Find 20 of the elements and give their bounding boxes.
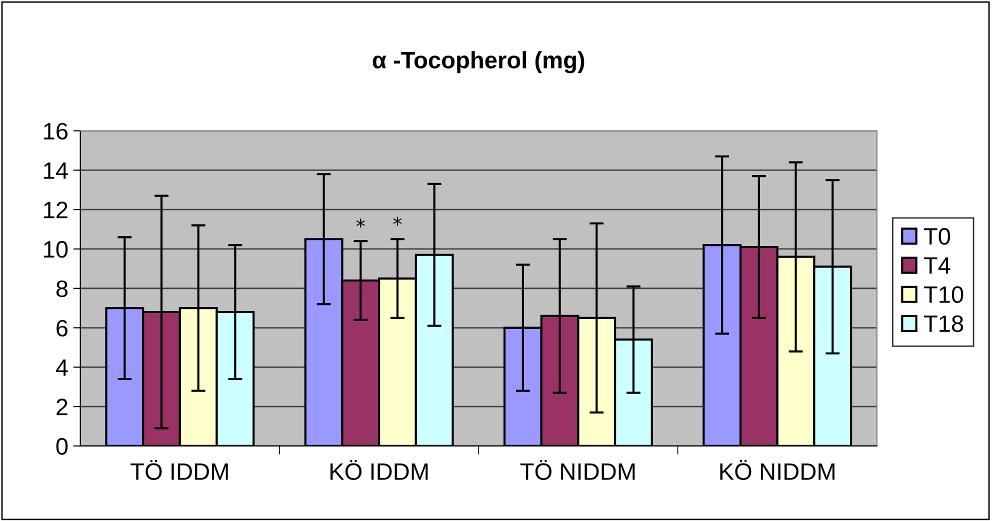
legend-label: T0	[924, 228, 950, 245]
y-tick-label: 8	[56, 280, 68, 298]
legend-label: T4	[924, 257, 950, 274]
legend-label: T18	[924, 315, 964, 332]
y-tick-label: 12	[44, 202, 68, 218]
y-tick-label: 0	[56, 438, 68, 455]
x-tick-label: TÖ NIDDM	[520, 460, 635, 480]
data-label: *	[393, 216, 402, 226]
x-tick-label: TÖ IDDM	[130, 460, 228, 480]
y-tick-label: 10	[44, 241, 68, 258]
y-tick-label: 6	[56, 320, 68, 337]
data-label: *	[356, 218, 365, 228]
x-tick-label: KÖ IDDM	[330, 460, 428, 480]
x-tick-label: KÖ NIDDM	[720, 460, 834, 480]
chart-title: α -Tocopherol (mg)	[372, 51, 584, 74]
y-tick-label: 14	[44, 162, 68, 179]
y-tick-label: 4	[56, 359, 68, 376]
legend-label: T10	[924, 286, 964, 303]
y-tick-label: 2	[56, 398, 68, 416]
y-tick-label: 16	[44, 122, 68, 140]
